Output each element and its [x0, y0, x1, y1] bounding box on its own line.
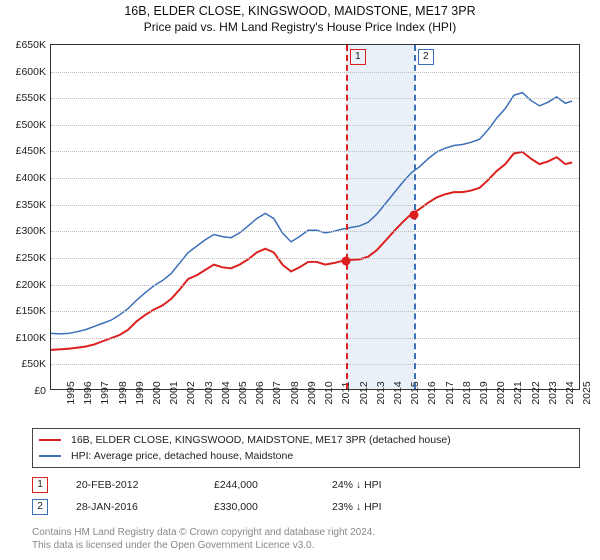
y-axis-label: £600K — [16, 66, 46, 78]
transaction-date: 20-FEB-2012 — [76, 479, 186, 491]
transaction-number-box: 2 — [32, 499, 48, 515]
sale-point — [409, 211, 418, 220]
transaction-date: 28-JAN-2016 — [76, 501, 186, 513]
transaction-row: 1 20-FEB-2012 £244,000 24% ↓ HPI — [32, 474, 382, 496]
legend-swatch — [39, 439, 61, 441]
event-marker-line — [346, 45, 348, 389]
transactions-table: 1 20-FEB-2012 £244,000 24% ↓ HPI 2 28-JAN-201… — [32, 474, 382, 518]
gridline-h — [51, 72, 579, 73]
y-axis-label: £650K — [16, 39, 46, 51]
y-axis-label: £100K — [16, 332, 46, 344]
gridline-h — [51, 258, 579, 259]
y-axis-label: £200K — [16, 279, 46, 291]
y-axis-label: £250K — [16, 252, 46, 264]
y-axis-label: £0 — [34, 385, 46, 397]
y-axis-label: £500K — [16, 119, 46, 131]
x-axis-label: 2025 — [567, 381, 593, 404]
y-axis-label: £400K — [16, 172, 46, 184]
chart-titles: 16B, ELDER CLOSE, KINGSWOOD, MAIDSTONE, … — [0, 0, 600, 34]
gridline-h — [51, 338, 579, 339]
title-address: 16B, ELDER CLOSE, KINGSWOOD, MAIDSTONE, … — [0, 4, 600, 18]
gridline-h — [51, 364, 579, 365]
gridline-h — [51, 98, 579, 99]
transaction-price: £244,000 — [214, 479, 304, 491]
legend-row: 16B, ELDER CLOSE, KINGSWOOD, MAIDSTONE, … — [39, 432, 573, 448]
y-axis-label: £300K — [16, 225, 46, 237]
gridline-h — [51, 151, 579, 152]
legend-swatch — [39, 455, 61, 457]
footer-line2: This data is licensed under the Open Gov… — [32, 539, 580, 552]
gridline-h — [51, 178, 579, 179]
legend-box: 16B, ELDER CLOSE, KINGSWOOD, MAIDSTONE, … — [32, 428, 580, 468]
gridline-h — [51, 125, 579, 126]
transaction-row: 2 28-JAN-2016 £330,000 23% ↓ HPI — [32, 496, 382, 518]
legend-row: HPI: Average price, detached house, Maid… — [39, 448, 573, 464]
y-axis-label: £50K — [21, 358, 46, 370]
series-property — [51, 152, 572, 350]
event-marker-number: 1 — [350, 49, 366, 65]
transaction-number-box: 1 — [32, 477, 48, 493]
gridline-h — [51, 205, 579, 206]
chart-plot-area: £0£50K£100K£150K£200K£250K£300K£350K£400… — [50, 44, 580, 390]
gridline-h — [51, 285, 579, 286]
gridline-h — [51, 311, 579, 312]
y-axis-label: £350K — [16, 199, 46, 211]
transaction-delta: 24% ↓ HPI — [332, 479, 382, 491]
footer-line1: Contains HM Land Registry data © Crown c… — [32, 526, 580, 539]
y-axis-label: £150K — [16, 305, 46, 317]
y-axis-label: £550K — [16, 92, 46, 104]
title-subtitle: Price paid vs. HM Land Registry's House … — [0, 20, 600, 34]
footer-attribution: Contains HM Land Registry data © Crown c… — [32, 526, 580, 552]
event-marker-number: 2 — [418, 49, 434, 65]
legend-label: 16B, ELDER CLOSE, KINGSWOOD, MAIDSTONE, … — [71, 432, 451, 448]
transaction-delta: 23% ↓ HPI — [332, 501, 382, 513]
y-axis-label: £450K — [16, 145, 46, 157]
sale-point — [341, 257, 350, 266]
legend-label: HPI: Average price, detached house, Maid… — [71, 448, 293, 464]
gridline-h — [51, 231, 579, 232]
transaction-price: £330,000 — [214, 501, 304, 513]
series-hpi — [51, 93, 572, 334]
